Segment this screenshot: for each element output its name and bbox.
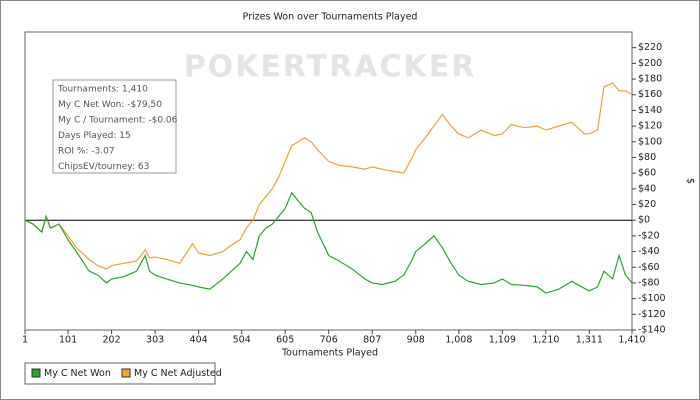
y-tick-label: $180 — [638, 74, 662, 85]
watermark: POKERTRACKER — [184, 50, 477, 85]
y-tick-label: $80 — [638, 152, 656, 163]
y-tick-label: -$60 — [638, 262, 660, 273]
x-tick-label: 706 — [320, 335, 338, 346]
x-tick-label: 1,008 — [445, 335, 472, 346]
y-tick-label: $140 — [638, 105, 662, 116]
y-tick-label: -$100 — [638, 293, 666, 304]
y-tick-label: $0 — [638, 215, 650, 226]
x-tick-label: 101 — [59, 335, 77, 346]
x-axis-label: Tournaments Played — [281, 348, 378, 359]
legend-label: My C Net Won — [44, 368, 111, 379]
x-tick-label: 202 — [103, 335, 121, 346]
chart-title: Prizes Won over Tournaments Played — [243, 12, 418, 23]
info-box — [52, 79, 177, 174]
y-tick-label: $20 — [638, 199, 656, 210]
y-tick-label: $100 — [638, 136, 662, 147]
x-tick-label: 1,410 — [618, 335, 645, 346]
legend-swatch — [31, 368, 41, 378]
x-tick-label: 1,109 — [489, 335, 516, 346]
info-text: ChipsEV/tourney: 63 — [58, 162, 149, 172]
y-tick-label: -$80 — [638, 277, 660, 288]
y-tick-label: $160 — [638, 89, 662, 100]
y-tick-label: -$40 — [638, 246, 660, 257]
y-tick-label: -$120 — [638, 309, 666, 320]
legend-label: My C Net Adjusted — [134, 368, 222, 379]
info-text: Tournaments: 1,410 — [57, 85, 148, 95]
y-tick-label: $120 — [638, 121, 662, 132]
y-tick-label: -$140 — [638, 325, 666, 336]
y-tick-label: $200 — [638, 58, 662, 69]
y-tick-label: $40 — [638, 183, 656, 194]
legend — [24, 362, 216, 385]
info-text: My C Net Won: -$79,50 — [58, 100, 162, 110]
x-tick-label: 1,210 — [532, 335, 559, 346]
x-tick-label: 504 — [233, 335, 251, 346]
x-tick-label: 303 — [146, 335, 164, 346]
series-line — [24, 82, 633, 270]
legend-swatch — [121, 368, 131, 378]
info-text: Days Played: 15 — [58, 131, 131, 141]
x-tick-label: 404 — [190, 335, 208, 346]
info-text: My C / Tournament: -$0.06 — [58, 116, 178, 126]
series-line — [24, 191, 633, 294]
x-tick-label: 1 — [22, 335, 28, 346]
y-axis-label: $ — [685, 178, 696, 184]
y-tick-label: -$20 — [638, 230, 660, 241]
y-tick-label: $220 — [638, 42, 662, 53]
x-tick-label: 807 — [363, 335, 381, 346]
x-tick-label: 605 — [276, 335, 294, 346]
x-tick-label: 1,311 — [576, 335, 603, 346]
y-tick-label: $60 — [638, 168, 656, 179]
info-text: ROI %: -3.07 — [58, 147, 115, 157]
x-tick-label: 908 — [407, 335, 425, 346]
